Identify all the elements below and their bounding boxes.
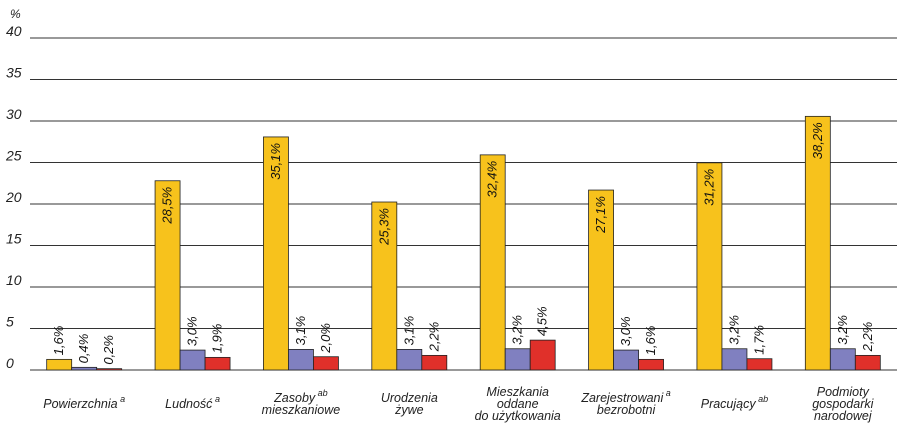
y-tick-label: 40 — [6, 23, 22, 39]
data-label: 4,5% — [535, 306, 550, 336]
bar — [204, 356, 231, 371]
bar — [371, 201, 398, 371]
bar — [829, 348, 856, 371]
y-tick-label: 20 — [5, 189, 22, 205]
category-label: do użytkowania — [475, 409, 561, 423]
bar — [46, 358, 73, 371]
bars — [46, 115, 881, 371]
bar — [479, 154, 506, 371]
data-labels: 1,6% 0,4% 0,2% 28,5% 3,0% 1,9% 35,1% 3,1% 2,0% 25… — [51, 122, 875, 364]
category-label: Ludność a — [165, 394, 220, 411]
y-tick-label: 35 — [6, 65, 22, 81]
data-label: 3,0% — [185, 316, 200, 346]
category-label: narodowej — [814, 409, 873, 423]
y-axis-unit-label: % — [10, 7, 21, 21]
data-label: 32,4% — [485, 161, 500, 198]
category-footnote-marker: ab — [315, 388, 328, 398]
bar — [71, 366, 98, 371]
category-footnote-marker: a — [663, 388, 671, 398]
category-label: Zasoby ab — [273, 388, 328, 405]
data-label: 1,6% — [643, 326, 658, 356]
data-label: 27,1% — [593, 196, 608, 234]
y-tick-label: 30 — [6, 106, 22, 122]
y-tick-label: 25 — [5, 148, 22, 164]
category-footnote-marker: a — [118, 394, 126, 404]
bar — [96, 368, 123, 371]
data-label: 2,0% — [318, 323, 333, 354]
category-label: Mieszkania — [486, 385, 549, 399]
data-label: 0,2% — [101, 335, 116, 365]
bar — [854, 354, 881, 371]
y-tick-label: 5 — [6, 314, 14, 330]
category-label: gospodarki — [812, 397, 874, 411]
bar — [613, 349, 639, 371]
bar — [804, 115, 831, 371]
bar — [154, 180, 181, 371]
category-label: oddane — [497, 397, 539, 411]
bar — [421, 354, 448, 371]
data-label: 1,6% — [51, 326, 66, 356]
data-label: 35,1% — [268, 143, 283, 180]
y-tick-label: 15 — [6, 231, 22, 247]
data-label: 0,4% — [76, 334, 91, 364]
category-label: Urodzenia — [381, 391, 438, 405]
bar — [746, 358, 773, 371]
category-label: Pracujący ab — [701, 394, 768, 411]
bar — [396, 349, 423, 371]
bar — [263, 136, 289, 371]
category-footnote-marker: ab — [756, 394, 769, 404]
data-label: 28,5% — [160, 187, 175, 225]
bar — [721, 348, 748, 371]
bar — [504, 348, 531, 371]
data-label: 1,7% — [751, 325, 766, 355]
data-label: 2,2% — [426, 322, 441, 353]
data-label: 3,1% — [293, 316, 308, 346]
data-label: 3,2% — [510, 315, 525, 345]
category-label: mieszkaniowe — [262, 403, 341, 417]
bar — [638, 358, 664, 371]
category-label: Powierzchnia a — [43, 394, 125, 411]
y-tick-label: 0 — [6, 355, 14, 371]
bar — [313, 356, 339, 371]
bar — [179, 349, 206, 371]
data-label: 25,3% — [376, 208, 391, 246]
category-label: bezrobotni — [597, 403, 657, 417]
category-label: Podmioty — [817, 385, 870, 399]
category-label: Zarejestrowani a — [580, 388, 671, 405]
data-label: 3,1% — [401, 316, 416, 346]
y-axis-ticks: 40 35 30 25 20 15 10 5 0 — [5, 23, 22, 371]
bar — [696, 162, 723, 371]
data-label: 3,2% — [835, 315, 850, 345]
bar — [588, 189, 614, 371]
data-label: 38,2% — [810, 122, 825, 159]
data-label: 1,9% — [210, 324, 225, 354]
y-tick-label: 10 — [6, 272, 22, 288]
category-footnote-marker: a — [212, 394, 220, 404]
category-labels: Powierzchnia a Ludność a Zasoby abmieszkan… — [43, 385, 874, 423]
data-label: 3,0% — [618, 316, 633, 346]
bar — [529, 339, 556, 371]
data-label: 31,2% — [701, 169, 716, 206]
category-label: żywe — [394, 403, 424, 417]
data-label: 2,2% — [860, 322, 875, 353]
data-label: 3,2% — [726, 315, 741, 345]
bar — [288, 349, 314, 371]
